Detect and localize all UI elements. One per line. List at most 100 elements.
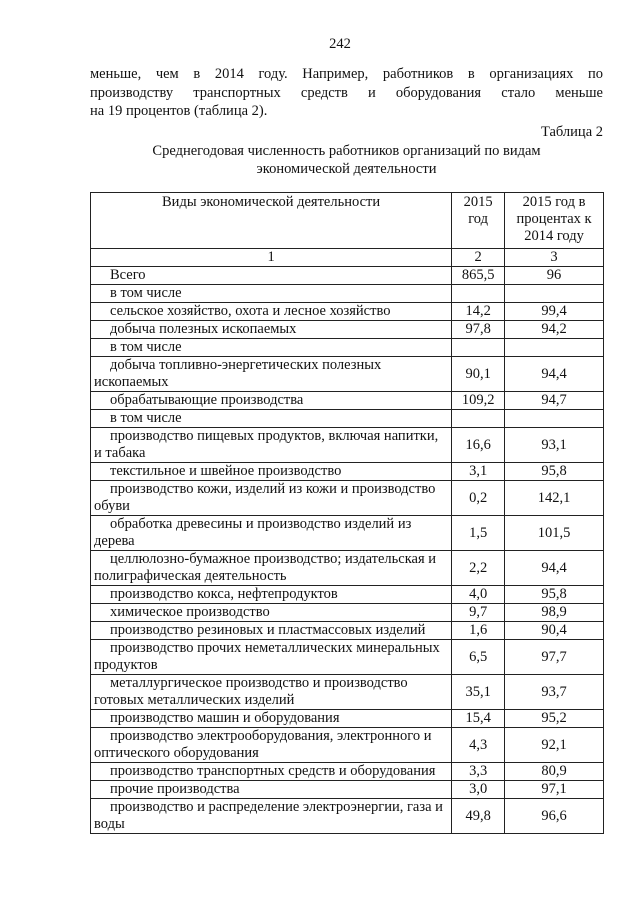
row-name: прочие производства — [89, 780, 453, 799]
row-value-2015 — [451, 338, 506, 357]
table-row: прочие производства 3,0 97,1 — [89, 780, 604, 799]
row-value-percent: 80,9 — [504, 762, 604, 781]
table-row: в том числе — [89, 284, 604, 303]
row-value-2015: 865,5 — [451, 266, 506, 285]
row-value-percent: 95,2 — [504, 709, 604, 728]
row-name: производство транспортных средств и обор… — [89, 762, 453, 781]
row-value-percent: 93,1 — [504, 427, 604, 463]
table-title-line: экономической деятельности — [256, 160, 437, 177]
table-row: производство и распределение электроэнер… — [89, 798, 604, 834]
row-value-2015: 109,2 — [451, 391, 506, 410]
header-percent: 2015 год в процентах к 2014 году — [504, 192, 604, 249]
row-name: производство кокса, нефтепродуктов — [89, 585, 453, 604]
row-value-2015: 14,2 — [451, 302, 506, 321]
row-name: текстильное и швейное производство — [89, 462, 453, 481]
table-row: производство кокса, нефтепродуктов 4,0 95,… — [89, 585, 604, 604]
row-value-percent: 98,9 — [504, 603, 604, 622]
column-number: 1 — [89, 248, 453, 267]
row-value-2015: 90,1 — [451, 356, 506, 392]
row-value-2015: 2,2 — [451, 550, 506, 586]
row-name: в том числе — [89, 409, 453, 428]
row-name: добыча топливно-энергетических полезных … — [89, 356, 453, 392]
table-row: производство электрооборудования, электр… — [89, 727, 604, 763]
row-value-percent: 94,4 — [504, 550, 604, 586]
row-name: производство пищевых продуктов, включая … — [89, 427, 453, 463]
row-value-percent — [504, 284, 604, 303]
row-value-2015: 3,3 — [451, 762, 506, 781]
header-2015: 2015 год — [451, 192, 506, 249]
row-value-2015: 1,6 — [451, 621, 506, 640]
row-value-percent: 94,2 — [504, 320, 604, 339]
paragraph-line: на 19 процентов (таблица 2). — [90, 103, 268, 119]
table-row: добыча полезных ископаемых 97,8 94,2 — [89, 320, 604, 339]
row-value-percent: 142,1 — [504, 480, 604, 516]
row-value-percent: 92,1 — [504, 727, 604, 763]
row-value-2015: 15,4 — [451, 709, 506, 728]
row-value-percent: 97,1 — [504, 780, 604, 799]
row-value-percent: 93,7 — [504, 674, 604, 710]
row-name: химическое производство — [89, 603, 453, 622]
table-row: производство машин и оборудования 15,4 95,… — [89, 709, 604, 728]
row-value-percent: 95,8 — [504, 585, 604, 604]
row-name: добыча полезных ископаемых — [89, 320, 453, 339]
row-name: производство прочих неметаллических мине… — [89, 639, 453, 675]
row-value-2015: 0,2 — [451, 480, 506, 516]
table-row: производство пищевых продуктов, включая … — [89, 427, 604, 463]
row-value-percent: 97,7 — [504, 639, 604, 675]
table-row: химическое производство 9,7 98,9 — [89, 603, 604, 622]
table-row: текстильное и швейное производство 3,1 95,… — [89, 462, 604, 481]
row-value-2015: 6,5 — [451, 639, 506, 675]
row-value-percent: 96,6 — [504, 798, 604, 834]
row-value-percent: 101,5 — [504, 515, 604, 551]
row-name: обрабатывающие производства — [89, 391, 453, 410]
row-value-percent — [504, 338, 604, 357]
table-row: обработка древесины и производство издел… — [89, 515, 604, 551]
column-number: 2 — [451, 248, 506, 267]
row-value-2015: 35,1 — [451, 674, 506, 710]
row-value-2015: 16,6 — [451, 427, 506, 463]
table-row: производство резиновых и пластмассовых и… — [89, 621, 604, 640]
page-number: 242 — [329, 36, 351, 52]
paragraph-line: меньше, чем в 2014 году. Например, работ… — [90, 66, 603, 82]
row-value-2015 — [451, 284, 506, 303]
row-value-2015: 4,0 — [451, 585, 506, 604]
column-number: 3 — [504, 248, 604, 267]
header-activity: Виды экономической деятельности — [89, 192, 453, 249]
table-title: Среднегодовая численность работников орг… — [90, 143, 603, 178]
row-name: производство и распределение электроэнер… — [89, 798, 453, 834]
paragraph-line: производству транспортных средств и обор… — [90, 84, 603, 101]
row-name: целлюлозно-бумажное производство; издате… — [89, 550, 453, 586]
row-value-2015: 3,0 — [451, 780, 506, 799]
row-value-2015: 3,1 — [451, 462, 506, 481]
row-value-percent: 99,4 — [504, 302, 604, 321]
row-value-percent: 90,4 — [504, 621, 604, 640]
table-title-line: Среднегодовая численность работников орг… — [152, 143, 541, 159]
table-row: в том числе — [89, 338, 604, 357]
table-row: металлургическое производство и производ… — [89, 674, 604, 710]
row-name: производство кожи, изделий из кожи и про… — [89, 480, 453, 516]
row-value-percent: 96 — [504, 266, 604, 285]
table-row: в том числе — [89, 409, 604, 428]
row-name: производство электрооборудования, электр… — [89, 727, 453, 763]
body-paragraph: меньше, чем в 2014 году. Например, работ… — [90, 65, 603, 121]
table-row: Всего 865,5 96 — [89, 266, 604, 285]
table-row: производство кожи, изделий из кожи и про… — [89, 480, 604, 516]
row-value-percent: 95,8 — [504, 462, 604, 481]
table-row: обрабатывающие производства 109,2 94,7 — [89, 391, 604, 410]
table-label: Таблица 2 — [540, 124, 603, 140]
table-row: сельское хозяйство, охота и лесное хозяй… — [89, 302, 604, 321]
table-row: производство транспортных средств и обор… — [89, 762, 604, 781]
row-value-2015: 97,8 — [451, 320, 506, 339]
data-table: Виды экономической деятельности 2015 год… — [89, 192, 604, 834]
row-name: обработка древесины и производство издел… — [89, 515, 453, 551]
row-value-2015: 9,7 — [451, 603, 506, 622]
table-row: добыча топливно-энергетических полезных … — [89, 356, 604, 392]
row-name: производство машин и оборудования — [89, 709, 453, 728]
row-name: металлургическое производство и производ… — [89, 674, 453, 710]
row-value-percent: 94,4 — [504, 356, 604, 392]
row-value-2015: 1,5 — [451, 515, 506, 551]
row-name: сельское хозяйство, охота и лесное хозяй… — [89, 302, 453, 321]
row-value-percent — [504, 409, 604, 428]
row-name: Всего — [89, 266, 453, 285]
table-row: целлюлозно-бумажное производство; издате… — [89, 550, 604, 586]
